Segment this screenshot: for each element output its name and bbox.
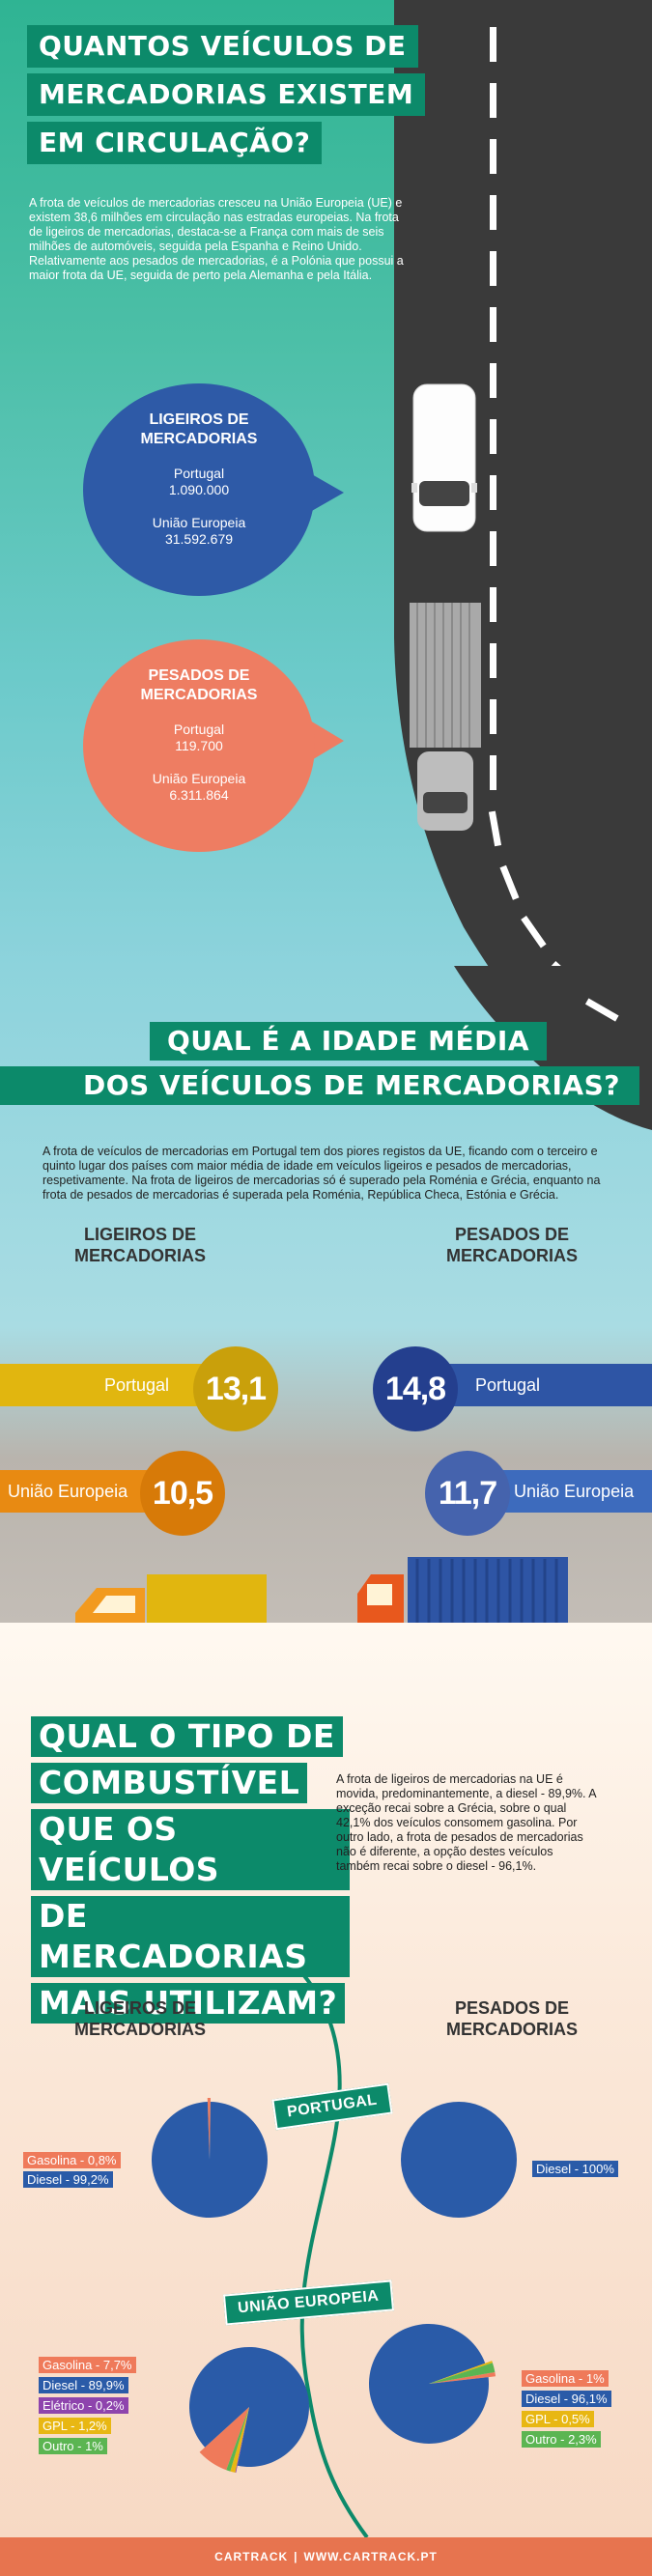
heading-line: LIGEIROS DE: [83, 1998, 196, 2018]
pie-slice-diesel: [189, 2347, 309, 2467]
road-asphalt: [394, 0, 652, 1130]
average-age-title-2: DOS VEÍCULOS DE MERCADORIAS?: [0, 1066, 640, 1105]
heavy-vehicles-bubble: PESADOS DE MERCADORIAS Portugal 119.700 …: [83, 639, 315, 852]
pie-pt-light: [152, 2098, 268, 2218]
bubble-eu-label: União Europeia: [152, 771, 246, 786]
bubble-title: MERCADORIAS: [140, 687, 258, 703]
title-line: MAIS UTILIZAM?: [31, 1983, 346, 2024]
vehicle-count-title: QUANTOS VEÍCULOS DE MERCADORIAS EXISTEM …: [0, 25, 426, 164]
heading-line: MERCADORIAS: [445, 1246, 578, 1265]
pie-eu-heavy: [369, 2324, 496, 2444]
heading-line: MERCADORIAS: [445, 2020, 578, 2039]
title-line: DOS VEÍCULOS DE MERCADORIAS?: [0, 1066, 640, 1105]
heading-line: PESADOS DE: [454, 1225, 570, 1244]
bar-label: Portugal: [103, 1374, 169, 1395]
heavy-pt-bar: Portugal: [444, 1364, 652, 1406]
legend-item: Diesel - 99,2%: [23, 2171, 113, 2188]
bubble-eu-value: 6.311.864: [169, 787, 229, 803]
legend-item: Diesel - 100%: [532, 2161, 618, 2177]
legend-item: Diesel - 89,9%: [39, 2377, 128, 2393]
bubble-pt-label: Portugal: [173, 722, 225, 737]
legend-item: Diesel - 96,1%: [522, 2391, 611, 2407]
fuel-type-paragraph: A frota de ligeiros de mercadorias na UE…: [336, 1772, 596, 1873]
pie-slice-outro: [429, 2363, 496, 2384]
pie-slice-gasolina: [199, 2407, 249, 2471]
bubble-eu-label: União Europeia: [152, 515, 246, 530]
bar-label: Portugal: [475, 1374, 541, 1395]
title-line: MERCADORIAS EXISTEM: [27, 73, 426, 116]
heading-line: LIGEIROS DE: [83, 1225, 196, 1244]
light-fuel-heading: LIGEIROS DE MERCADORIAS: [43, 1997, 237, 2040]
average-age-paragraph: A frota de veículos de mercadorias em Po…: [43, 1145, 601, 1202]
legend-item: Outro - 1%: [39, 2438, 107, 2454]
legend-eu-heavy: Gasolina - 1% Diesel - 96,1% GPL - 0,5% …: [522, 2368, 611, 2449]
bar-label: União Europeia: [8, 1481, 128, 1501]
footer-url[interactable]: WWW.CARTRACK.PT: [303, 2550, 438, 2563]
fuel-type-title: QUAL O TIPO DE COMBUSTÍVEL QUE OS VEÍCUL…: [31, 1716, 350, 2029]
legend-pt-heavy: Diesel - 100%: [532, 2160, 618, 2179]
legend-eu-light: Gasolina - 7,7% Diesel - 89,9% Elétrico …: [39, 2355, 136, 2456]
bubble-title: PESADOS DE: [148, 667, 250, 684]
pie-slice-diesel: [152, 2102, 268, 2218]
bubble-title: MERCADORIAS: [140, 431, 258, 447]
footer: CARTRACK | WWW.CARTRACK.PT: [0, 2537, 652, 2576]
bubble-pt-value: 1.090.000: [168, 482, 230, 497]
pie-slice-eletrico: [235, 2407, 249, 2473]
title-line: QUAL É A IDADE MÉDIA: [150, 1022, 547, 1061]
heavy-fuel-heading: PESADOS DE MERCADORIAS: [415, 1997, 609, 2040]
heavy-pt-age: 14,8: [373, 1346, 458, 1431]
footer-separator: |: [294, 2550, 298, 2563]
white-van-icon: [411, 383, 477, 532]
legend-item: Gasolina - 1%: [522, 2370, 609, 2387]
vehicle-count-paragraph: A frota de veículos de mercadorias cresc…: [29, 196, 404, 282]
light-pt-age: 13,1: [193, 1346, 278, 1431]
heading-line: MERCADORIAS: [73, 2020, 206, 2039]
heavy-age-heading: PESADOS DE MERCADORIAS: [415, 1224, 609, 1266]
title-line: QUANTOS VEÍCULOS DE: [27, 25, 418, 68]
title-line: QUAL O TIPO DE: [31, 1716, 343, 1757]
pie-slice-gasolina: [207, 2098, 211, 2160]
legend-item: Gasolina - 0,8%: [23, 2152, 121, 2168]
footer-brand: CARTRACK: [214, 2550, 289, 2563]
pie-slice-gpl: [230, 2407, 249, 2473]
pie-pt-heavy: [401, 2102, 517, 2218]
pie-eu-light: [189, 2347, 309, 2473]
legend-item: Gasolina - 7,7%: [39, 2357, 136, 2373]
title-line: EM CIRCULAÇÃO?: [27, 122, 323, 164]
legend-item: GPL - 1,2%: [39, 2418, 111, 2434]
heavy-eu-age: 11,7: [425, 1451, 510, 1536]
bubble-title: LIGEIROS DE: [149, 411, 249, 428]
bubble-pt-label: Portugal: [173, 466, 225, 481]
light-age-heading: LIGEIROS DE MERCADORIAS: [43, 1224, 237, 1266]
grey-truck-icon: [410, 603, 481, 831]
average-age-title: QUAL É A IDADE MÉDIA: [150, 1022, 547, 1061]
pie-slice-outro: [226, 2407, 249, 2472]
bubble-pt-value: 119.700: [175, 738, 223, 753]
pie-slice-gasolina: [429, 2371, 496, 2384]
legend-item: Elétrico - 0,2%: [39, 2397, 128, 2414]
pie-slice-diesel: [401, 2102, 517, 2218]
light-eu-age: 10,5: [140, 1451, 225, 1536]
pie-slice-gpl: [429, 2361, 493, 2384]
light-pt-bar: Portugal: [0, 1364, 208, 1406]
legend-item: GPL - 0,5%: [522, 2411, 594, 2427]
title-line: QUE OS VEÍCULOS: [31, 1809, 350, 1890]
light-eu-bar: União Europeia: [0, 1470, 155, 1513]
heading-line: MERCADORIAS: [73, 1246, 206, 1265]
legend-item: Outro - 2,3%: [522, 2431, 601, 2448]
bar-label: União Europeia: [514, 1481, 635, 1501]
title-line: COMBUSTÍVEL: [31, 1763, 308, 1803]
title-line: DE MERCADORIAS: [31, 1896, 350, 1977]
legend-pt-light: Gasolina - 0,8% Diesel - 99,2%: [23, 2151, 121, 2190]
heading-line: PESADOS DE: [454, 1998, 570, 2018]
heavy-eu-bar: União Europeia: [493, 1470, 652, 1513]
light-vehicles-bubble: LIGEIROS DE MERCADORIAS Portugal 1.090.0…: [83, 383, 315, 596]
bubble-eu-value: 31.592.679: [164, 531, 234, 547]
